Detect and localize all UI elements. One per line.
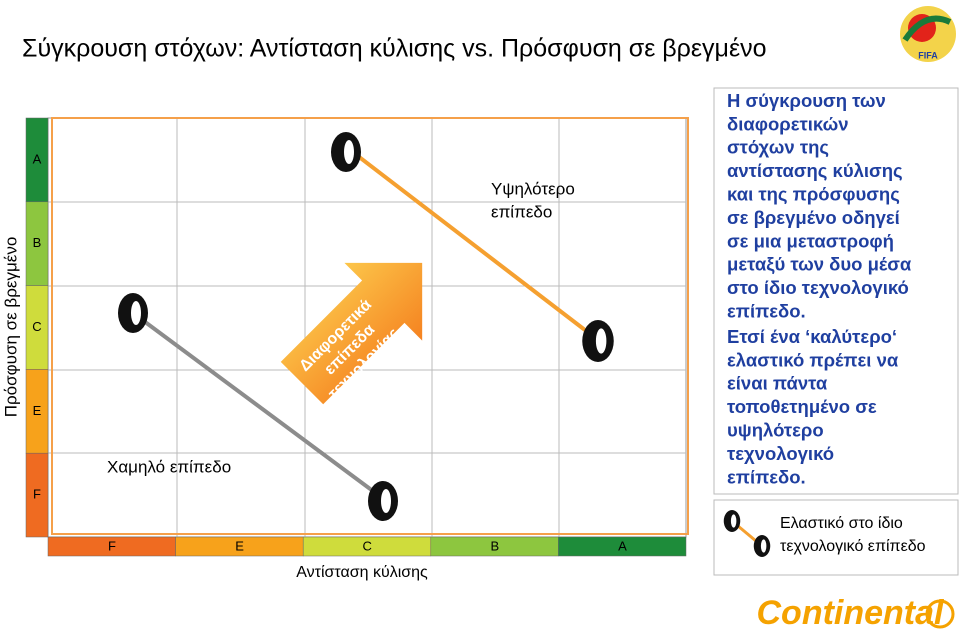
panel-text: υψηλότερο: [727, 419, 824, 440]
tyre-line-high: [348, 148, 600, 342]
panel-text: και της πρόσφυσης: [727, 183, 900, 204]
x-grade-label: F: [108, 538, 116, 553]
legend-text: τεχνολογικό επίπεδο: [780, 538, 926, 555]
tyre-rim: [730, 514, 737, 528]
high-level-label: επίπεδο: [491, 202, 552, 221]
high-level-label: Υψηλότερο: [491, 179, 575, 198]
y-grade-label: F: [33, 487, 41, 502]
y-axis-label: Πρόσφυση σε βρεγμένο: [1, 237, 20, 418]
panel-text: Η σύγκρουση των: [727, 90, 886, 111]
panel-text: τεχνολογικό: [727, 443, 834, 464]
x-grade-label: B: [490, 538, 499, 553]
x-grade-label: C: [363, 538, 372, 553]
tyre-rim: [381, 489, 391, 513]
panel-text: στόχων της: [727, 137, 829, 158]
y-grade-label: E: [33, 403, 42, 418]
low-level-label: Χαμηλό επίπεδο: [107, 457, 231, 476]
brand-logo: Continental: [757, 594, 946, 632]
x-grade-label: A: [618, 538, 627, 553]
panel-text: Ετσί ένα ‘καλύτερο‘: [727, 326, 897, 347]
legend-box: [713, 499, 959, 576]
panel-text: είναι πάντα: [727, 373, 828, 394]
tyre-line-low: [131, 311, 387, 502]
panel-text: στο ίδιο τεχνολογικό: [727, 277, 909, 298]
panel-text: ελαστικό πρέπει να: [727, 349, 899, 370]
logo-text: FIFA: [918, 50, 938, 60]
panel-text: τοποθετημένο σε: [727, 396, 877, 417]
panel-text: μεταξύ των δυο μέσα: [727, 254, 912, 276]
panel-text: διαφορετικών: [727, 113, 849, 134]
y-grade-band: [25, 452, 49, 538]
panel-text: σε βρεγμένο οδηγεί: [727, 207, 900, 228]
title: Σύγκρουση στόχων: Αντίσταση κύλισης vs. …: [22, 35, 767, 63]
tyre-rim: [131, 301, 141, 325]
panel-text: επίπεδο.: [727, 466, 806, 487]
text-panel-box: [713, 87, 959, 495]
y-grade-label: A: [33, 151, 42, 166]
x-grade-label: E: [235, 538, 244, 553]
panel-text: σε μια μεταστροφή: [727, 230, 894, 251]
y-grade-label: C: [32, 319, 41, 334]
tyre-rim: [344, 140, 354, 164]
x-axis-label: Αντίσταση κύλισης: [296, 564, 428, 581]
legend-text: Ελαστικό στο ίδιο: [780, 515, 903, 532]
panel-text: επίπεδο.: [727, 300, 806, 321]
y-grade-label: B: [33, 235, 42, 250]
fifa-logo: FIFA: [900, 6, 956, 62]
tyre-rim: [595, 328, 607, 354]
arrow: [280, 262, 423, 405]
tyre-rim: [760, 539, 767, 553]
x-grade-band: [558, 536, 687, 557]
brand-horse: [925, 599, 955, 629]
panel-text: αντίστασης κύλισης: [727, 160, 903, 181]
